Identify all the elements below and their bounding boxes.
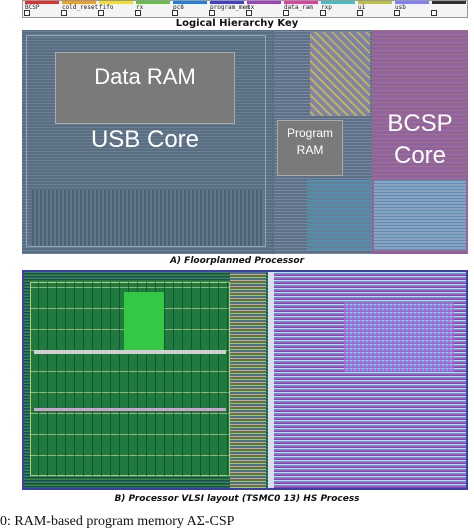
legend-item: cold_reset bbox=[60, 1, 99, 17]
legend-checkbox[interactable] bbox=[283, 10, 289, 16]
legend-checkbox[interactable] bbox=[246, 10, 252, 16]
legend-color-bar bbox=[247, 1, 281, 4]
bcsp-label-2: Core bbox=[393, 142, 447, 169]
legend-color-bar bbox=[358, 1, 392, 4]
legend-checkbox[interactable] bbox=[357, 10, 363, 16]
legend-color-bar bbox=[321, 1, 355, 4]
legend-item: program_mem bbox=[208, 1, 250, 17]
hierarchy-legend: BCSP cold_reset fifo rx pc8 program_mem tx data… bbox=[22, 0, 468, 18]
program-ram-label-1: Program bbox=[286, 126, 333, 140]
usb-core-logic bbox=[32, 190, 264, 246]
legend-checkbox[interactable] bbox=[209, 10, 215, 16]
floorplan-panel: Data RAM USB Core Program RAM BCSP Core bbox=[22, 30, 468, 254]
legend-checkbox[interactable] bbox=[24, 10, 30, 16]
figure-caption: 0: RAM-based program memory AΣ-CSP bbox=[0, 514, 235, 529]
usb-core-label: USB Core bbox=[90, 126, 200, 153]
macro-divider-1 bbox=[34, 350, 226, 354]
legend-item: fifo bbox=[97, 1, 134, 17]
legend-item: rx bbox=[134, 1, 171, 17]
legend-color-bar bbox=[25, 1, 59, 4]
program-ram-label-2: RAM bbox=[296, 143, 324, 157]
legend-color-bar bbox=[284, 1, 318, 4]
bcsp-label-1: BCSP bbox=[387, 110, 453, 137]
legend-label: fifo bbox=[99, 4, 114, 11]
legend-item: pc8 bbox=[171, 1, 208, 17]
legend-color-bar bbox=[432, 1, 466, 4]
legend-label: pc8 bbox=[173, 4, 184, 11]
hierarchy-key-caption: Logical Hierarchy Key bbox=[175, 18, 299, 29]
legend-checkbox[interactable] bbox=[135, 10, 141, 16]
legend-label: usb bbox=[395, 4, 406, 11]
legend-checkbox[interactable] bbox=[98, 10, 104, 16]
legend-label: rx bbox=[136, 4, 144, 11]
legend-item: data_ram bbox=[282, 1, 319, 17]
program-logic-lower bbox=[307, 180, 373, 250]
legend-label: u1 bbox=[358, 4, 366, 11]
bcsp-core-lower bbox=[374, 180, 466, 250]
legend-item: rxp bbox=[319, 1, 356, 17]
legend-label: tx bbox=[247, 4, 255, 11]
legend-color-bar bbox=[136, 1, 170, 4]
legend-color-bar bbox=[173, 1, 207, 4]
legend-item: tx bbox=[245, 1, 282, 17]
legend-color-bar bbox=[99, 1, 133, 4]
legend-checkbox[interactable] bbox=[172, 10, 178, 16]
data-ram-label: Data RAM bbox=[94, 64, 196, 89]
macro-divider-2 bbox=[34, 408, 226, 411]
legend-color-bar bbox=[395, 1, 429, 4]
program-ram-block bbox=[277, 120, 343, 176]
legend-label: cold_reset bbox=[62, 4, 99, 11]
legend-item bbox=[430, 1, 467, 17]
legend-checkbox[interactable] bbox=[320, 10, 326, 16]
legend-label: data_ram bbox=[284, 4, 313, 11]
legend-label: program_mem bbox=[210, 4, 250, 11]
legend-label: rxp bbox=[321, 4, 332, 11]
data-ram-block bbox=[55, 52, 235, 124]
legend-color-bar bbox=[62, 1, 96, 4]
legend-label: BCSP bbox=[25, 4, 40, 11]
legend-checkbox[interactable] bbox=[394, 10, 400, 16]
macro-highlight bbox=[124, 292, 164, 352]
panel-a-caption: A) Floorplanned Processor bbox=[169, 256, 305, 266]
legend-item: BCSP bbox=[23, 1, 60, 17]
boundary-line bbox=[268, 272, 274, 488]
legend-checkbox[interactable] bbox=[61, 10, 67, 16]
program-logic-colors bbox=[310, 32, 370, 116]
panel-b-caption: B) Processor VLSI layout (TSMC0 13) HS P… bbox=[114, 494, 360, 504]
legend-item: u1 bbox=[356, 1, 393, 17]
legend-color-bar bbox=[210, 1, 244, 4]
legend-item: usb bbox=[393, 1, 430, 17]
vlsi-layout-panel bbox=[22, 270, 468, 490]
usb-core-outline bbox=[26, 35, 266, 247]
routing-channel bbox=[230, 272, 266, 488]
bcsp-cluster bbox=[344, 302, 454, 372]
legend-checkbox[interactable] bbox=[431, 10, 437, 16]
